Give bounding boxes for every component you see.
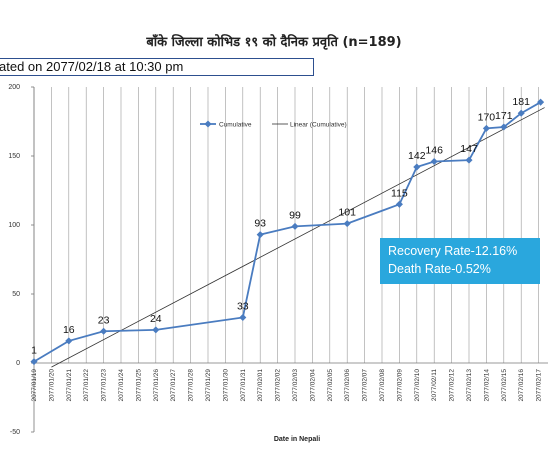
cumulative-marker xyxy=(482,124,490,132)
data-label: 146 xyxy=(425,145,443,157)
x-tick-label: 2077/01/27 xyxy=(170,369,177,402)
y-tick-label: -50 xyxy=(10,429,20,436)
y-tick-label: 100 xyxy=(8,222,20,229)
y-tick-label: 0 xyxy=(16,360,20,367)
x-tick-label: 2077/01/19 xyxy=(31,369,38,402)
x-tick-label: 2077/01/21 xyxy=(66,369,73,402)
cumulative-marker xyxy=(465,156,473,164)
cumulative-line xyxy=(33,101,542,363)
x-tick-label: 2077/01/28 xyxy=(188,369,195,402)
y-tick-label: 50 xyxy=(12,291,20,298)
legend-label-cumulative: Cumulative xyxy=(219,122,252,129)
x-tick-label: 2077/02/01 xyxy=(257,369,264,402)
legend-label-trend: Linear (Cumulative) xyxy=(290,122,347,129)
x-tick-label: 2077/01/24 xyxy=(118,369,125,402)
cumulative-marker xyxy=(239,313,247,321)
x-tick-label: 2077/02/12 xyxy=(449,369,456,402)
rates-callout: Recovery Rate-12.16% Death Rate-0.52% xyxy=(380,238,540,284)
x-tick-label: 2077/02/17 xyxy=(536,369,543,402)
x-tick-label: 2077/02/03 xyxy=(292,369,299,402)
data-label: 1 xyxy=(31,345,37,357)
data-label: 171 xyxy=(495,110,513,122)
x-tick-label: 2077/02/10 xyxy=(414,369,421,402)
x-tick-label: 2077/01/23 xyxy=(101,369,108,402)
cumulative-marker xyxy=(395,200,403,208)
x-tick-label: 2077/02/04 xyxy=(309,369,316,402)
cumulative-marker xyxy=(152,326,160,334)
cumulative-marker xyxy=(413,163,421,171)
x-axis-title: Date in Nepali xyxy=(274,436,320,443)
data-label: 23 xyxy=(98,314,110,326)
cumulative-marker xyxy=(430,157,438,166)
death-rate-text: Death Rate-0.52% xyxy=(388,262,491,276)
cumulative-marker xyxy=(65,337,73,345)
x-tick-label: 2077/02/16 xyxy=(518,369,525,402)
cumulative-marker xyxy=(30,358,38,366)
cumulative-marker xyxy=(537,98,545,106)
cumulative-marker xyxy=(517,109,525,117)
x-tick-label: 2077/02/15 xyxy=(501,369,508,402)
x-tick-label: 2077/02/08 xyxy=(379,369,386,402)
x-tick-label: 2077/02/02 xyxy=(275,369,282,402)
x-tick-label: 2077/02/13 xyxy=(466,369,473,402)
x-tick-label: 2077/01/22 xyxy=(83,369,90,402)
x-tick-label: 2077/01/26 xyxy=(153,369,160,402)
x-tick-label: 2077/02/07 xyxy=(362,369,369,402)
data-label: 93 xyxy=(254,218,266,230)
updated-timestamp: ated on 2077/02/18 at 10:30 pm xyxy=(0,58,314,76)
x-tick-label: 2077/02/09 xyxy=(396,369,403,402)
x-tick-label: 2077/01/20 xyxy=(48,369,55,402)
recovery-rate-text: Recovery Rate-12.16% xyxy=(388,244,518,258)
legend-marker-cumulative xyxy=(204,120,212,128)
x-tick-label: 2077/01/31 xyxy=(240,369,247,402)
x-tick-label: 2077/01/25 xyxy=(135,369,142,402)
linear-trendline xyxy=(51,107,545,368)
x-tick-label: 2077/02/14 xyxy=(483,369,490,402)
y-tick-label: 150 xyxy=(8,153,20,160)
data-label: 16 xyxy=(63,324,75,336)
cumulative-marker xyxy=(256,231,264,239)
data-label: 99 xyxy=(289,209,301,221)
data-label: 147 xyxy=(460,143,478,155)
cumulative-marker xyxy=(500,123,508,131)
data-label: 33 xyxy=(237,300,249,312)
y-tick-label: 200 xyxy=(8,84,20,91)
data-label: 24 xyxy=(150,313,162,325)
x-tick-label: 2077/02/06 xyxy=(344,369,351,402)
data-label: 115 xyxy=(391,187,408,199)
data-label: 142 xyxy=(408,150,426,162)
x-tick-label: 2077/01/29 xyxy=(205,369,212,402)
chart-title: बाँके जिल्ला कोभिड १९ को दैनिक प्रवृति (… xyxy=(146,35,402,50)
cumulative-marker xyxy=(291,222,299,230)
data-label: 181 xyxy=(512,96,530,108)
data-label: 170 xyxy=(478,111,496,123)
x-tick-label: 2077/02/05 xyxy=(327,369,334,402)
x-tick-label: 2077/02/11 xyxy=(431,369,438,401)
cumulative-marker xyxy=(343,220,351,228)
x-tick-label: 2077/01/30 xyxy=(222,369,229,402)
cumulative-marker xyxy=(100,327,108,335)
data-label: 101 xyxy=(338,207,356,219)
legend: Cumulative Linear (Cumulative) xyxy=(200,120,347,129)
